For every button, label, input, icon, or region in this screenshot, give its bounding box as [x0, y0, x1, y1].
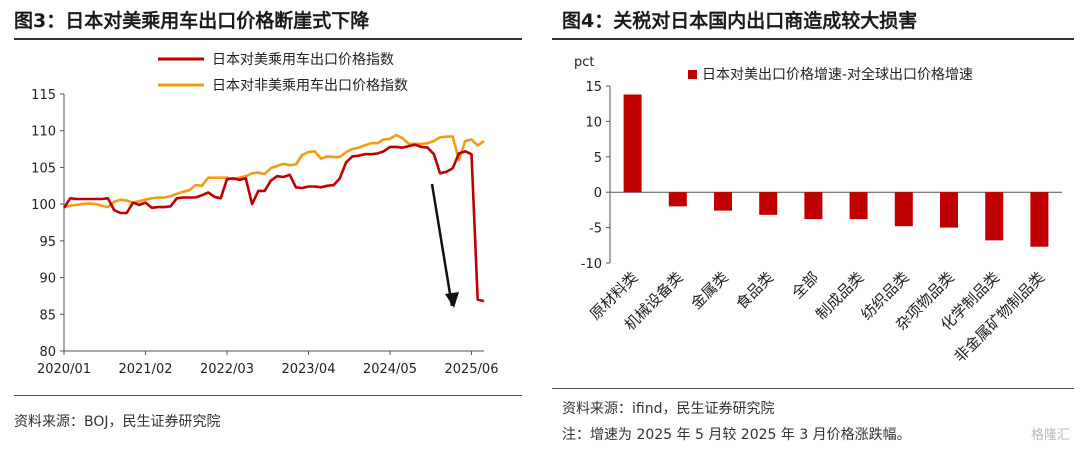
y-tick-label: -10	[581, 257, 602, 272]
watermark-logo: 格隆汇	[1030, 428, 1070, 443]
bar-全部	[804, 192, 823, 220]
y-tick-label: 95	[39, 235, 56, 250]
right-bar-chart: pct日本对美出口价格增速-对全球出口价格增速-10-5051015原材料类机械…	[574, 55, 1062, 366]
x-tick-label: 2021/02	[118, 362, 172, 377]
y-tick-label: 0	[594, 186, 602, 201]
y-tick-label: 105	[31, 161, 56, 176]
annotation-arrow-head	[445, 292, 459, 308]
x-tick-label: 2025/06	[444, 362, 498, 377]
left-bottom-rule	[14, 395, 522, 396]
right-source-note: 资料来源：ifind，民生证券研究院	[562, 401, 775, 417]
category-label: 制成品类	[812, 268, 867, 323]
x-tick-label: 2024/05	[363, 362, 417, 377]
series-line-日本对美乘用车出口价格指数	[62, 143, 485, 303]
annotation-arrow-shaft	[430, 183, 454, 307]
y-tick-label: 10	[585, 115, 602, 130]
x-tick-label: 2020/01	[37, 362, 91, 377]
y-tick-label: 90	[39, 272, 56, 287]
y-tick-label: 80	[39, 345, 56, 360]
y-tick-label: 110	[31, 125, 56, 140]
bar-机械设备类	[668, 192, 687, 207]
right-footnote: 注：增速为 2025 年 5 月较 2025 年 3 月价格涨跌幅。	[562, 427, 911, 443]
y-tick-label: 15	[585, 80, 602, 95]
legend-label-0: 日本对美乘用车出口价格指数	[212, 51, 394, 68]
y-axis-unit: pct	[574, 55, 595, 70]
left-source-note: 资料来源：BOJ，民生证券研究院	[14, 414, 221, 430]
category-label: 食品类	[732, 268, 777, 313]
right-chart-title: 图4：关税对日本国内出口商造成较大损害	[562, 10, 918, 32]
bar-制成品类	[849, 192, 868, 220]
legend-label-1: 日本对非美乘用车出口价格指数	[212, 77, 408, 94]
left-chart-title: 图3：日本对美乘用车出口价格断崖式下降	[14, 10, 370, 32]
bar-食品类	[759, 192, 778, 215]
bar-杂项物品类	[940, 192, 958, 228]
legend-label: 日本对美出口价格增速-对全球出口价格增速	[702, 66, 973, 83]
y-tick-label: 85	[39, 308, 56, 323]
y-tick-label: -5	[589, 222, 602, 237]
bar-非金属矿物制品类	[1030, 192, 1049, 247]
category-label: 全部	[788, 268, 822, 302]
bar-金属类	[714, 192, 732, 211]
right-title-rule	[552, 38, 1074, 40]
bar-化学制品类	[985, 192, 1004, 241]
y-tick-label: 115	[31, 88, 56, 103]
x-tick-label: 2023/04	[281, 362, 335, 377]
bar-原材料类	[623, 94, 642, 193]
x-tick-label: 2022/03	[200, 362, 254, 377]
bar-纺织品类	[894, 192, 913, 227]
left-title-rule	[14, 38, 522, 40]
category-label: 金属类	[687, 268, 732, 313]
right-bottom-rule	[552, 388, 1074, 389]
y-tick-label: 100	[31, 198, 56, 213]
y-tick-label: 5	[594, 151, 602, 166]
legend-swatch	[688, 70, 697, 79]
